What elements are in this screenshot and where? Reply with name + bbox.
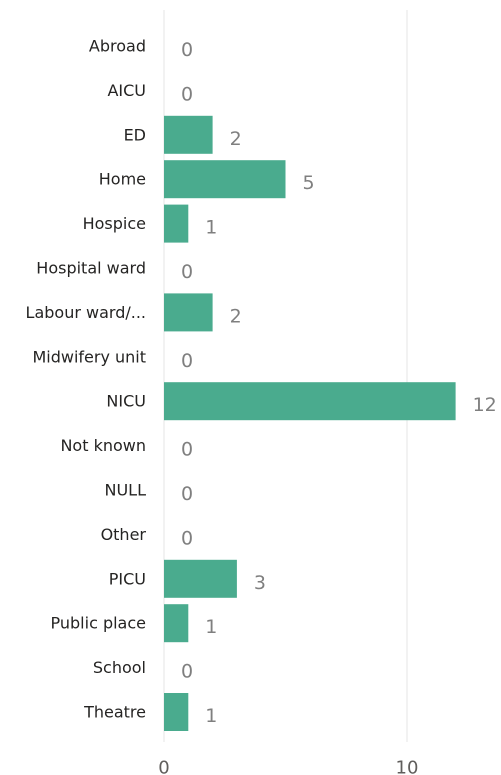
data-label: 1 xyxy=(205,705,217,727)
data-label: 2 xyxy=(230,305,242,327)
category-label: Midwifery unit xyxy=(32,347,146,366)
data-label: 0 xyxy=(181,83,193,105)
category-label: Not known xyxy=(60,436,146,455)
category-label: AICU xyxy=(107,81,146,100)
data-label: 12 xyxy=(473,394,497,416)
category-label: Theatre xyxy=(83,703,146,722)
category-label: Labour ward/... xyxy=(26,303,146,322)
category-label: PICU xyxy=(109,569,146,588)
bar-6[interactable] xyxy=(164,293,213,332)
category-label: Public place xyxy=(51,614,146,633)
data-label: 0 xyxy=(181,261,193,283)
bar-3[interactable] xyxy=(164,160,286,199)
category-label: ED xyxy=(124,125,146,144)
category-label: Other xyxy=(101,525,147,544)
x-axis-tick-labels: 0 10 xyxy=(158,758,418,775)
category-label: NICU xyxy=(106,392,146,411)
category-labels: Abroad AICU ED Home Hospice Hospital ward Labo… xyxy=(26,37,147,722)
category-label: Home xyxy=(99,170,146,189)
bar-15[interactable] xyxy=(164,693,189,731)
data-label: 1 xyxy=(205,217,217,239)
data-label: 3 xyxy=(254,572,266,594)
x-tick-label: 0 xyxy=(158,758,169,775)
category-label: NULL xyxy=(104,481,146,500)
data-label: 1 xyxy=(205,616,217,638)
data-label: 0 xyxy=(181,39,193,61)
data-label: 0 xyxy=(181,439,193,461)
data-label: 5 xyxy=(303,172,315,194)
bars xyxy=(164,115,456,731)
data-label: 0 xyxy=(181,483,193,505)
data-label: 0 xyxy=(181,350,193,372)
data-label: 0 xyxy=(181,527,193,549)
data-label: 0 xyxy=(181,661,193,683)
category-label: Abroad xyxy=(89,37,146,56)
data-label: 2 xyxy=(230,128,242,150)
bar-8[interactable] xyxy=(164,382,456,421)
bar-2[interactable] xyxy=(164,115,213,154)
category-label: Hospital ward xyxy=(36,259,146,278)
category-label: School xyxy=(93,658,146,677)
bar-13[interactable] xyxy=(164,604,189,643)
x-tick-label: 10 xyxy=(396,758,419,775)
bar-12[interactable] xyxy=(164,559,237,598)
category-label: Hospice xyxy=(83,214,146,233)
bar-4[interactable] xyxy=(164,204,189,243)
